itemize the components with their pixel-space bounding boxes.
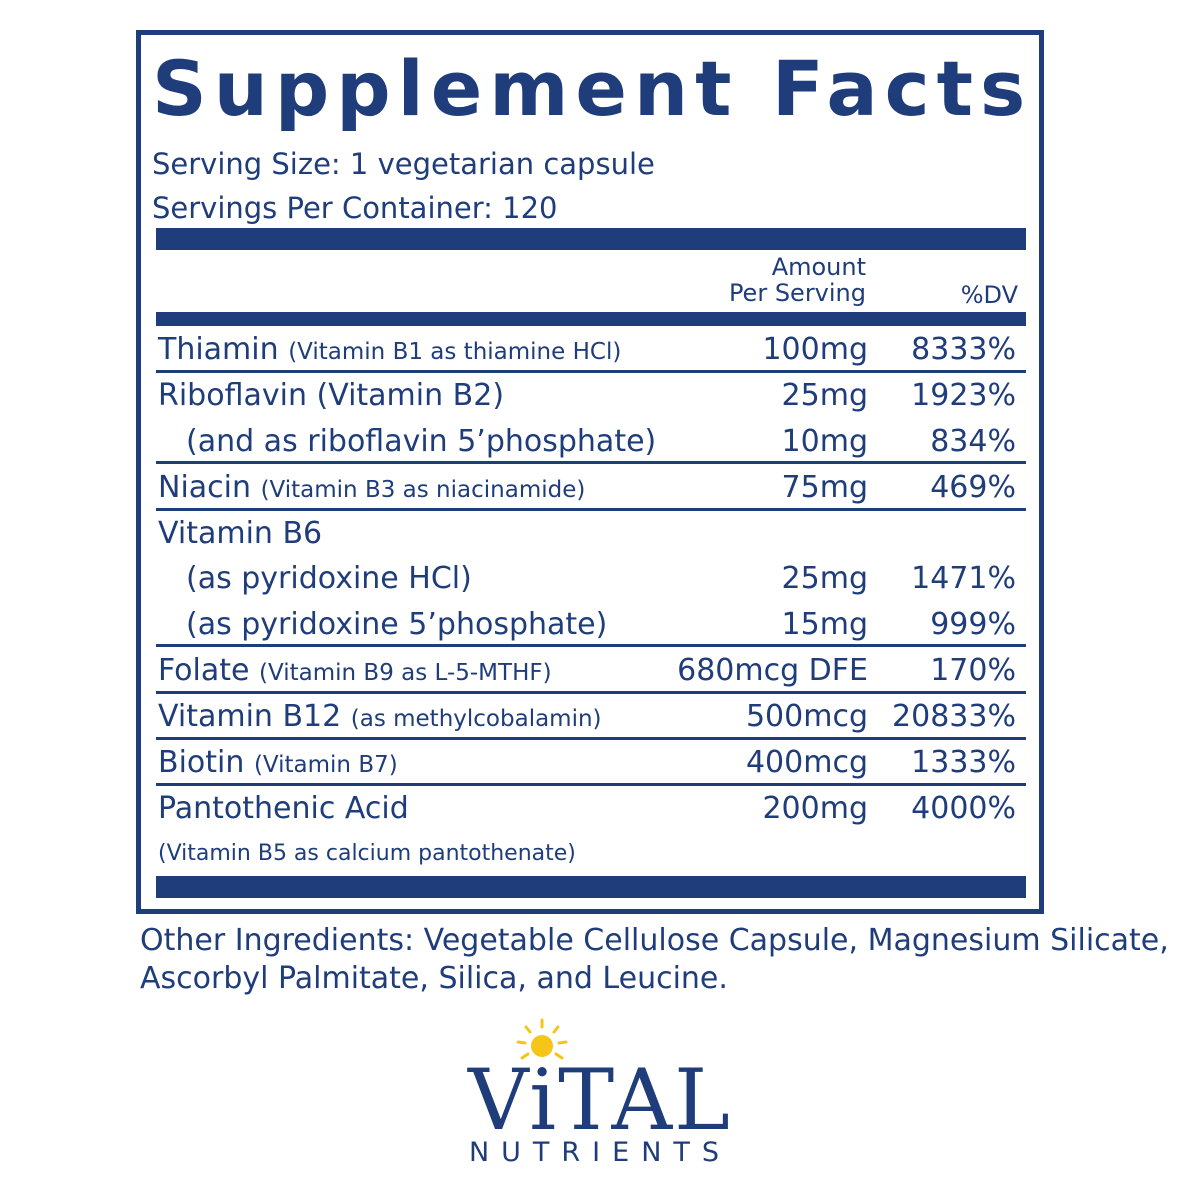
nutrient-detail: (Vitamin B7)	[253, 752, 398, 778]
nutrient-row-folate: Folate (Vitamin B9 as L-5-MTHF) 680mcg D…	[156, 649, 1026, 693]
logo-wordmark: ViTAL	[468, 1051, 732, 1149]
nutrient-name: Niacin (Vitamin B3 as niacinamide)	[158, 470, 586, 505]
nutrient-name: (as pyridoxine HCl)	[186, 561, 472, 596]
nutrient-dv: 8333%	[911, 332, 1016, 367]
row-divider	[156, 691, 1026, 694]
servings-per-container: Servings Per Container: 120	[152, 191, 558, 225]
nutrient-row-niacin: Niacin (Vitamin B3 as niacinamide) 75mg …	[156, 466, 1026, 510]
row-divider	[156, 644, 1026, 647]
logo-subtitle: NUTRIENTS	[468, 1137, 732, 1168]
nutrient-detail: (as methylcobalamin)	[350, 706, 602, 732]
nutrient-name: Folate (Vitamin B9 as L-5-MTHF)	[158, 653, 552, 688]
nutrient-name: (and as riboflavin 5’phosphate)	[186, 424, 657, 459]
row-divider	[156, 508, 1026, 511]
pantothenic-note: (Vitamin B5 as calcium pantothenate)	[158, 841, 576, 866]
nutrient-amount: 100mg	[762, 332, 868, 367]
row-divider	[156, 783, 1026, 786]
row-divider	[156, 737, 1026, 740]
nutrient-dv: 469%	[930, 470, 1016, 505]
nutrient-amount: 680mcg DFE	[677, 653, 868, 688]
nutrient-amount: 500mcg	[745, 699, 868, 734]
nutrient-dv: 4000%	[911, 791, 1016, 826]
nutrient-dv: 1333%	[911, 745, 1016, 780]
dv-header: %DV	[960, 281, 1018, 309]
thick-divider-mid	[156, 312, 1026, 326]
nutrient-dv: 20833%	[892, 699, 1016, 734]
nutrient-dv: 1471%	[911, 561, 1016, 596]
nutrient-name: Biotin (Vitamin B7)	[158, 745, 398, 780]
nutrient-name: (as pyridoxine 5’phosphate)	[186, 607, 608, 642]
serving-size: Serving Size: 1 vegetarian capsule	[152, 147, 655, 181]
sun-icon	[516, 1018, 568, 1060]
row-divider	[156, 370, 1026, 373]
nutrient-row-biotin: Biotin (Vitamin B7) 400mcg 1333%	[156, 741, 1026, 785]
nutrient-row-riboflavin: Riboflavin (Vitamin B2) 25mg 1923%	[156, 374, 1026, 418]
nutrient-row-pantothenic-acid: Pantothenic Acid 200mg 4000%	[156, 787, 1026, 831]
nutrient-detail: (Vitamin B9 as L-5-MTHF)	[259, 660, 552, 686]
nutrient-name: Riboflavin (Vitamin B2)	[158, 378, 505, 413]
amount-header: Amount Per Serving	[729, 254, 866, 306]
nutrient-amount: 200mg	[762, 791, 868, 826]
nutrient-amount: 10mg	[781, 424, 868, 459]
nutrient-dv: 1923%	[911, 378, 1016, 413]
nutrient-name: Vitamin B6	[158, 516, 323, 551]
nutrient-row-vitamin-b12: Vitamin B12 (as methylcobalamin) 500mcg …	[156, 695, 1026, 739]
nutrient-name: Thiamin (Vitamin B1 as thiamine HCl)	[158, 332, 622, 367]
other-ingredients: Other Ingredients: Vegetable Cellulose C…	[140, 923, 1169, 996]
nutrient-dv: 999%	[930, 607, 1016, 642]
amount-header-line1: Amount	[771, 253, 866, 281]
panel-title: Supplement Facts	[152, 44, 1033, 133]
nutrient-name: Vitamin B12 (as methylcobalamin)	[158, 699, 602, 734]
nutrient-row-pyridoxine-phosphate: (as pyridoxine 5’phosphate) 15mg 999%	[156, 603, 1026, 647]
nutrient-amount: 75mg	[781, 470, 868, 505]
nutrient-amount: 25mg	[781, 561, 868, 596]
nutrient-amount: 15mg	[781, 607, 868, 642]
nutrient-row-riboflavin-phosphate: (and as riboflavin 5’phosphate) 10mg 834…	[156, 420, 1026, 464]
nutrient-detail: (Vitamin B3 as niacinamide)	[260, 477, 586, 503]
nutrient-amount: 25mg	[781, 378, 868, 413]
supplement-facts-panel	[136, 30, 1044, 914]
thick-divider-top	[156, 228, 1026, 250]
nutrient-dv: 170%	[930, 653, 1016, 688]
nutrient-name: Pantothenic Acid	[158, 791, 409, 826]
nutrient-row-thiamin: Thiamin (Vitamin B1 as thiamine HCl) 100…	[156, 328, 1026, 372]
nutrient-row-vitamin-b6: Vitamin B6	[156, 512, 1026, 556]
nutrient-dv: 834%	[930, 424, 1016, 459]
row-divider	[156, 461, 1026, 464]
nutrient-row-pyridoxine-hcl: (as pyridoxine HCl) 25mg 1471%	[156, 557, 1026, 601]
nutrient-amount: 400mcg	[745, 745, 868, 780]
thick-divider-bottom	[156, 876, 1026, 898]
nutrient-detail: (Vitamin B1 as thiamine HCl)	[288, 339, 622, 365]
amount-header-line2: Per Serving	[728, 279, 866, 307]
